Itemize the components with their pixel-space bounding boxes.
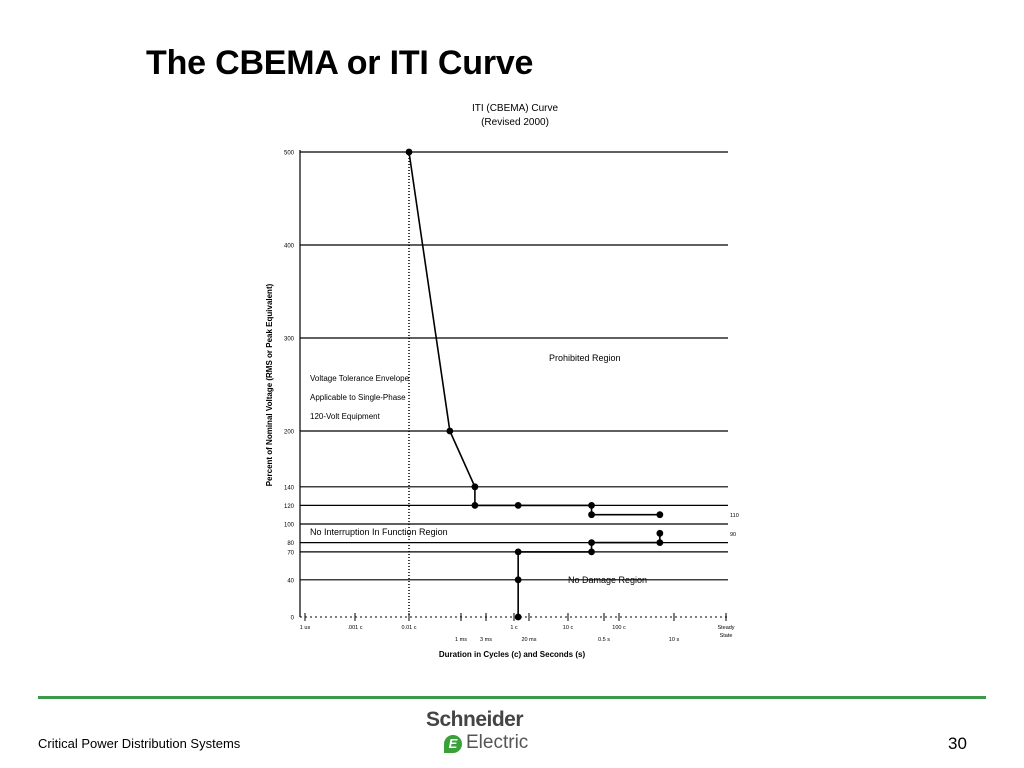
y-tick-label: 140 [284,485,295,491]
x-tick-label: 1 us [300,625,311,631]
envelope-note-line: Voltage Tolerance Envelope [310,374,410,383]
x-axis-label: Duration in Cycles (c) and Seconds (s) [439,650,586,659]
curve-point [656,529,664,537]
x-tick-label: 1 c [510,625,518,631]
y-tick-label: 80 [287,541,294,547]
logo-mark-icon: E [444,735,462,753]
y-tick-label: 100 [284,523,295,529]
region-label: No Damage Region [568,575,647,585]
y-tick-label: 200 [284,430,295,436]
y-tick-label: 40 [287,578,294,584]
x-tick-label: 1 ms [455,637,467,643]
curve-point [588,539,595,546]
x-tick-label: 100 c [612,625,626,631]
curve-point [656,511,664,519]
page-number: 30 [948,734,967,753]
curve-point [405,148,413,156]
x-tick-label: 3 ms [480,637,492,643]
y-tick-label: 70 [287,550,294,556]
right-value-label: 90 [730,532,736,538]
x-tick-labels: 1 us .001 c 0.01 c 1 ms 3 ms 1 c 20 ms 10 c 0.5 … [300,613,735,643]
curve-point [514,576,522,584]
curve-point [588,511,595,519]
axes [299,150,728,618]
x-tick-label: Steady [717,625,734,631]
x-tick-label: 20 ms [522,637,537,643]
chart-subtitle: (Revised 2000) [481,117,549,128]
x-tick-label: .001 c [348,625,363,631]
curve-point [514,502,522,509]
curve-point [471,483,479,491]
x-tick-label: 0.01 c [402,625,417,631]
curve-point [588,502,595,509]
x-tick-label: 10 s [669,637,680,643]
curve-series [405,148,664,621]
curve-point [514,548,522,556]
curve-point [446,427,454,435]
y-tick-label: 400 [284,244,295,250]
region-label: No Interruption In Function Region [310,527,448,537]
schneider-electric-logo: Schneider E Electric [424,708,544,760]
curve-point [588,548,595,556]
curve-point [656,539,664,546]
logo-wordmark-top: Schneider [426,708,524,731]
region-labels: 110 90 Prohibited Region No Interruption In… [310,353,739,585]
x-tick-label: 10 c [563,625,574,631]
y-tick-label: 300 [284,337,295,343]
curve-point [471,502,479,509]
y-axis-label: Percent of Nominal Voltage (RMS or Peak … [265,283,274,486]
curve-line-1 [408,151,660,516]
y-tick-label: 0 [291,616,295,622]
right-value-label: 110 [730,513,739,519]
iti-cbema-chart: ITI (CBEMA) Curve (Revised 2000) Duratio… [265,103,739,659]
slide-title: The CBEMA or ITI Curve [146,44,534,82]
footer-text: Critical Power Distribution Systems [38,736,241,751]
curve-point [514,613,522,621]
chart-title: ITI (CBEMA) Curve [472,103,559,114]
logo-wordmark-bottom: Electric [466,732,529,753]
y-tick-label: 120 [284,504,295,510]
footer-divider [38,696,986,699]
envelope-note-line: Applicable to Single-Phase [310,393,406,402]
horizontal-gridlines [300,151,728,581]
region-label: Prohibited Region [549,353,621,363]
y-tick-label: 500 [284,151,295,157]
x-tick-label: State [720,633,733,639]
y-tick-labels: 0 40 70 80 100 120 140 200 300 400 500 [284,151,295,622]
envelope-note-line: 120-Volt Equipment [310,412,381,421]
x-tick-label: 0.5 s [598,637,610,643]
